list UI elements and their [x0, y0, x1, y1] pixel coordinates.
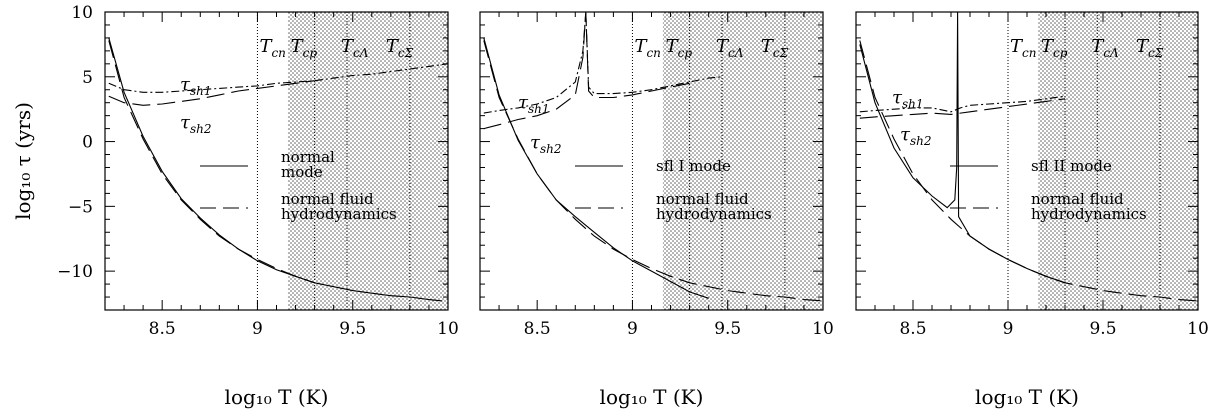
critical-temperature-label: TcΣ: [761, 36, 789, 60]
y-axis-title: log₁₀ τ (yrs): [11, 102, 35, 220]
y-tick-label: 0: [82, 133, 93, 153]
panel-3: Tcn Tcp TcΛ TcΣ τsh1 τsh2 sfl II mode normal fl…: [855, 11, 1209, 409]
shaded-region: [287, 12, 448, 310]
series-line-dashed: [483, 40, 824, 302]
critical-temperature-label: Tcn: [634, 36, 660, 60]
shear-timescale-label: τsh1: [518, 92, 550, 116]
legend-label: sfl II mode: [1031, 157, 1112, 175]
x-tick-label: 9: [1003, 319, 1014, 339]
x-tick-label: 9: [252, 319, 263, 339]
x-axis-title: log₁₀ T (K): [975, 385, 1079, 409]
series-line-dashed: [859, 40, 1199, 302]
series-line-dashdot: [108, 63, 449, 93]
shaded-region: [1038, 12, 1198, 310]
legend-label: normal fluid hydrodynamics: [656, 190, 772, 223]
series-line-dashed: [483, 11, 690, 130]
shear-timescale-label: τsh2: [530, 132, 562, 156]
shear-timescale-label: τsh1: [180, 74, 212, 98]
y-tick-label: −5: [68, 197, 93, 217]
series-line-dashdot: [859, 95, 1066, 113]
x-tick-label: 8.5: [524, 319, 551, 339]
x-tick-label: 9.5: [714, 319, 741, 339]
shear-timescale-label: τsh1: [892, 87, 924, 111]
critical-temperature-label: Tcp: [291, 36, 318, 60]
critical-temperature-label: TcΛ: [1091, 36, 1119, 60]
x-tick-label: 10: [1187, 319, 1209, 339]
shear-timescale-label: τsh2: [180, 112, 212, 136]
critical-temperature-label: TcΣ: [1136, 36, 1164, 60]
critical-temperature-label: Tcp: [666, 36, 693, 60]
legend-label: normal fluid hydrodynamics: [281, 190, 397, 223]
legend-label: normal fluid hydrodynamics: [1031, 190, 1147, 223]
panel-2: Tcn Tcp TcΛ TcΣ τsh1 τsh2 sfl I mode normal flu…: [479, 11, 834, 409]
series-line-dashed: [108, 80, 315, 106]
x-axis-title: log₁₀ T (K): [600, 385, 704, 409]
x-axis-title: log₁₀ T (K): [225, 385, 329, 409]
critical-temperature-label: Tcn: [1010, 36, 1036, 60]
legend-label: sfl I mode: [656, 157, 731, 175]
y-tick-label: 10: [71, 3, 93, 23]
critical-temperature-label: Tcn: [259, 36, 285, 60]
critical-temperature-label: TcΛ: [716, 36, 744, 60]
x-tick-label: 10: [437, 319, 459, 339]
x-tick-label: 9.5: [1089, 319, 1116, 339]
critical-temperature-label: TcΛ: [341, 36, 369, 60]
panel-1: Tcn Tcp TcΛ TcΣ τsh1 τsh2 normal mode normal flu…: [11, 3, 459, 409]
x-tick-label: 9.5: [339, 319, 366, 339]
x-tick-label: 8.5: [899, 319, 926, 339]
series-line-dashed: [108, 40, 315, 284]
x-tick-label: 8.5: [149, 319, 176, 339]
y-tick-label: −10: [57, 262, 93, 282]
series-line-solid: [108, 37, 443, 302]
shaded-region: [662, 12, 823, 310]
critical-temperature-label: TcΣ: [386, 36, 414, 60]
x-tick-label: 9: [627, 319, 638, 339]
shear-timescale-label: τsh2: [900, 124, 932, 148]
x-tick-label: 10: [812, 319, 834, 339]
legend-label: normal mode: [281, 148, 335, 181]
series-line-solid: [483, 37, 709, 299]
y-tick-label: 5: [82, 68, 93, 88]
critical-temperature-label: Tcp: [1041, 36, 1068, 60]
series-line-dashed: [859, 98, 1066, 119]
